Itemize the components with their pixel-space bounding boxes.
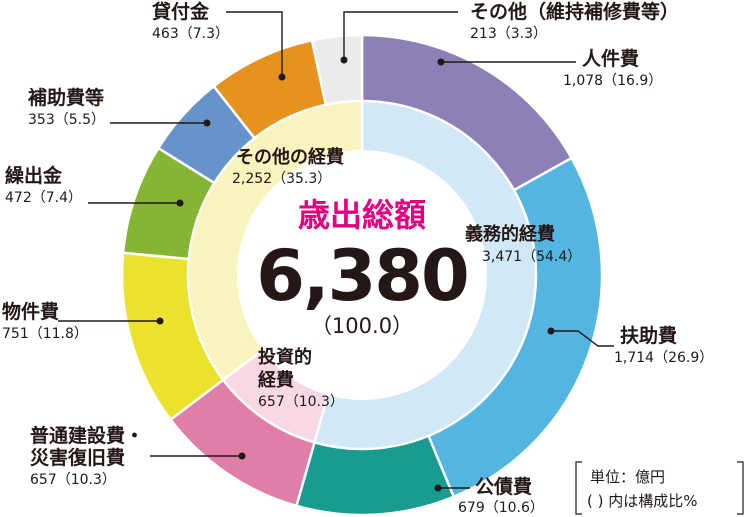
leader-debt-dot	[434, 484, 442, 492]
center-title: 歳出総額	[298, 196, 426, 234]
inner-label-other-value: 2,252（35.3）	[232, 171, 331, 187]
inner-label-mandatory-name: 義務的経費	[465, 223, 555, 245]
center-total: 6,380	[256, 235, 467, 317]
unit-note: 単位：億円 ( ) 内は構成比%	[575, 461, 744, 515]
label-other-maintenance-value: 213（3.3）	[470, 26, 547, 42]
unit-note-line2: ( ) 内は構成比%	[587, 492, 698, 510]
inner-label-other-name: その他の経費	[236, 146, 344, 168]
unit-note-right-bracket	[737, 461, 744, 515]
leader-construction-dot	[238, 452, 246, 460]
label-loans-value: 463（7.3）	[152, 26, 229, 42]
label-construction-value: 657（10.3）	[30, 472, 116, 488]
unit-note-line1: 単位：億円	[590, 468, 665, 486]
label-assistance-value: 1,714（26.9）	[614, 350, 713, 366]
label-debt-value: 679（10.6）	[458, 500, 544, 516]
label-supplies-name: 物件費	[2, 300, 59, 323]
leader-subsidies-dot	[203, 119, 211, 127]
label-debt-name: 公債費	[475, 475, 532, 498]
label-personnel-name: 人件費	[582, 47, 639, 70]
center-percent: （100.0）	[311, 314, 413, 338]
unit-note-left-bracket	[575, 461, 582, 515]
inner-label-investment-value: 657（10.3）	[258, 394, 344, 410]
inner-label-investment-name-1: 投資的	[258, 346, 312, 368]
label-transfers-name: 繰出金	[5, 164, 63, 187]
leader-assistance	[551, 330, 614, 347]
label-personnel-value: 1,078（16.9）	[563, 73, 662, 89]
leader-loans	[226, 11, 283, 77]
leader-personnel-dot	[437, 58, 445, 66]
leader-other-maintenance-dot	[340, 56, 348, 64]
label-assistance-name: 扶助費	[620, 324, 677, 347]
leader-loans-dot	[278, 73, 286, 81]
label-construction-name-1: 普通建設費・	[30, 424, 144, 447]
label-construction-name-2: 災害復旧費	[30, 446, 125, 469]
label-other-maintenance-name: その他（維持補修費等）	[470, 0, 679, 23]
label-transfers-value: 472（7.4）	[5, 190, 82, 206]
label-supplies-value: 751（11.8）	[2, 326, 88, 342]
leader-supplies-dot	[156, 317, 164, 325]
leader-assistance-dot	[547, 327, 555, 335]
center-hole	[237, 150, 487, 400]
label-subsidies-name: 補助費等	[27, 86, 104, 109]
leader-other-maintenance	[343, 11, 458, 60]
leader-lines	[58, 11, 614, 492]
label-loans-name: 貸付金	[151, 0, 210, 23]
label-subsidies-value: 353（5.5）	[28, 112, 105, 128]
inner-label-mandatory-value: 3,471（54.4）	[482, 249, 581, 265]
leader-transfers-dot	[176, 199, 184, 207]
inner-label-investment-name-2: 経費	[258, 369, 294, 391]
